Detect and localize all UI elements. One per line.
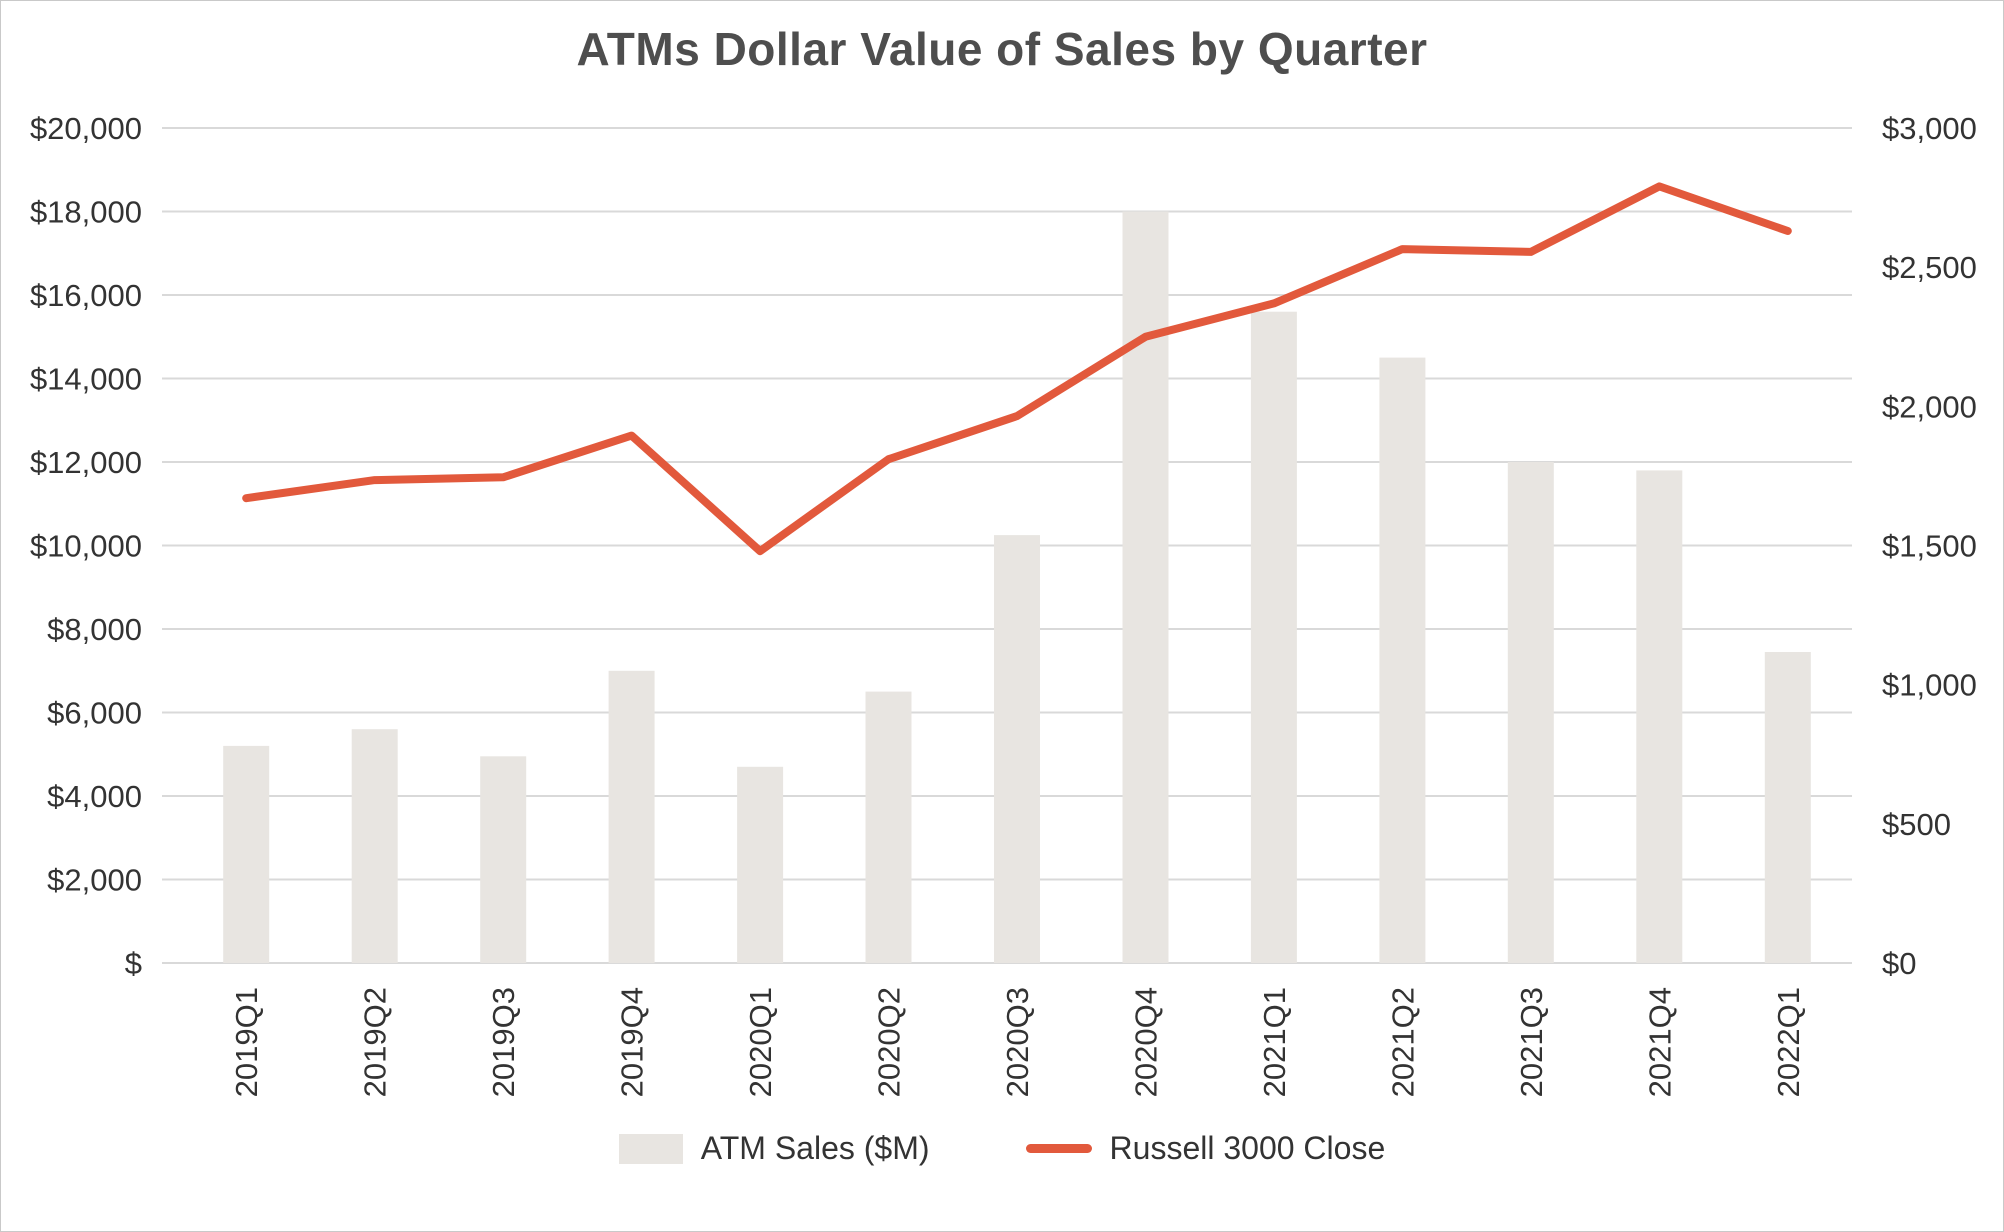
right-axis-tick: $2,500 [1882, 250, 1977, 285]
left-axis-tick: $6,000 [47, 696, 142, 731]
chart-plot-area: $ $2,000 $4,000 $6,000 $8,000 $10,000 $12,000 $… [30, 111, 1977, 1097]
category-label-2021Q4: 2021Q4 [1642, 987, 1677, 1097]
right-axis-tick: $0 [1882, 946, 1916, 981]
bar-2019Q4 [608, 670, 655, 964]
legend-label-atm-sales: ATM Sales ($M) [700, 1130, 930, 1166]
left-axis-tick: $14,000 [30, 362, 142, 397]
bar-2020Q4 [1122, 211, 1169, 963]
bar-2021Q3 [1507, 462, 1554, 963]
category-label-2020Q4: 2020Q4 [1129, 987, 1164, 1097]
category-label-2021Q2: 2021Q2 [1385, 987, 1420, 1097]
bar-2020Q1 [737, 766, 784, 963]
bar-2019Q3 [480, 756, 527, 963]
bar-2019Q1 [223, 745, 270, 963]
left-axis-tick: $10,000 [30, 529, 142, 564]
left-axis-tick: $8,000 [47, 612, 142, 647]
left-axis-tick: $2,000 [47, 863, 142, 898]
left-axis-tick: $12,000 [30, 445, 142, 480]
category-label-2021Q1: 2021Q1 [1257, 987, 1292, 1097]
category-label-2020Q1: 2020Q1 [743, 987, 778, 1097]
bar-2020Q2 [865, 691, 912, 963]
category-label-2020Q3: 2020Q3 [1000, 987, 1035, 1097]
right-axis-tick: $500 [1882, 807, 1951, 842]
bar-2021Q2 [1379, 357, 1426, 964]
bar-2021Q1 [1250, 311, 1297, 963]
bar-2019Q2 [351, 729, 398, 963]
category-label-2022Q1: 2022Q1 [1771, 987, 1806, 1097]
chart-legend: ATM Sales ($M) Russell 3000 Close [1, 1130, 2003, 1167]
bar-2020Q3 [994, 535, 1040, 963]
right-axis-tick: $1,500 [1882, 529, 1977, 564]
left-axis-tick: $20,000 [30, 111, 142, 146]
legend-item-russell-3000: Russell 3000 Close [1025, 1130, 1386, 1167]
category-label-2019Q3: 2019Q3 [486, 987, 521, 1097]
line-series-swatch-icon [1025, 1144, 1092, 1153]
category-label-2019Q1: 2019Q1 [229, 987, 264, 1097]
category-label-2019Q4: 2019Q4 [615, 987, 650, 1097]
russell-3000-line [242, 182, 1792, 556]
left-axis-tick: $ [125, 946, 142, 981]
legend-label-russell-3000: Russell 3000 Close [1109, 1130, 1386, 1166]
category-label-2021Q3: 2021Q3 [1514, 987, 1549, 1097]
bar-2022Q1 [1764, 652, 1811, 963]
left-axis-tick: $16,000 [30, 278, 142, 313]
category-label-2019Q2: 2019Q2 [358, 987, 393, 1097]
chart-title: ATMs Dollar Value of Sales by Quarter [576, 23, 1428, 75]
left-axis-tick: $4,000 [47, 779, 142, 814]
bar-series-swatch-icon [618, 1133, 683, 1164]
bar-2021Q4 [1636, 470, 1683, 963]
legend-item-atm-sales: ATM Sales ($M) [618, 1130, 930, 1167]
right-axis-tick: $3,000 [1882, 111, 1977, 146]
right-axis-tick: $1,000 [1882, 668, 1977, 703]
right-axis-tick: $2,000 [1882, 389, 1977, 424]
category-label-2020Q2: 2020Q2 [872, 987, 907, 1097]
left-axis-tick: $18,000 [30, 195, 142, 230]
